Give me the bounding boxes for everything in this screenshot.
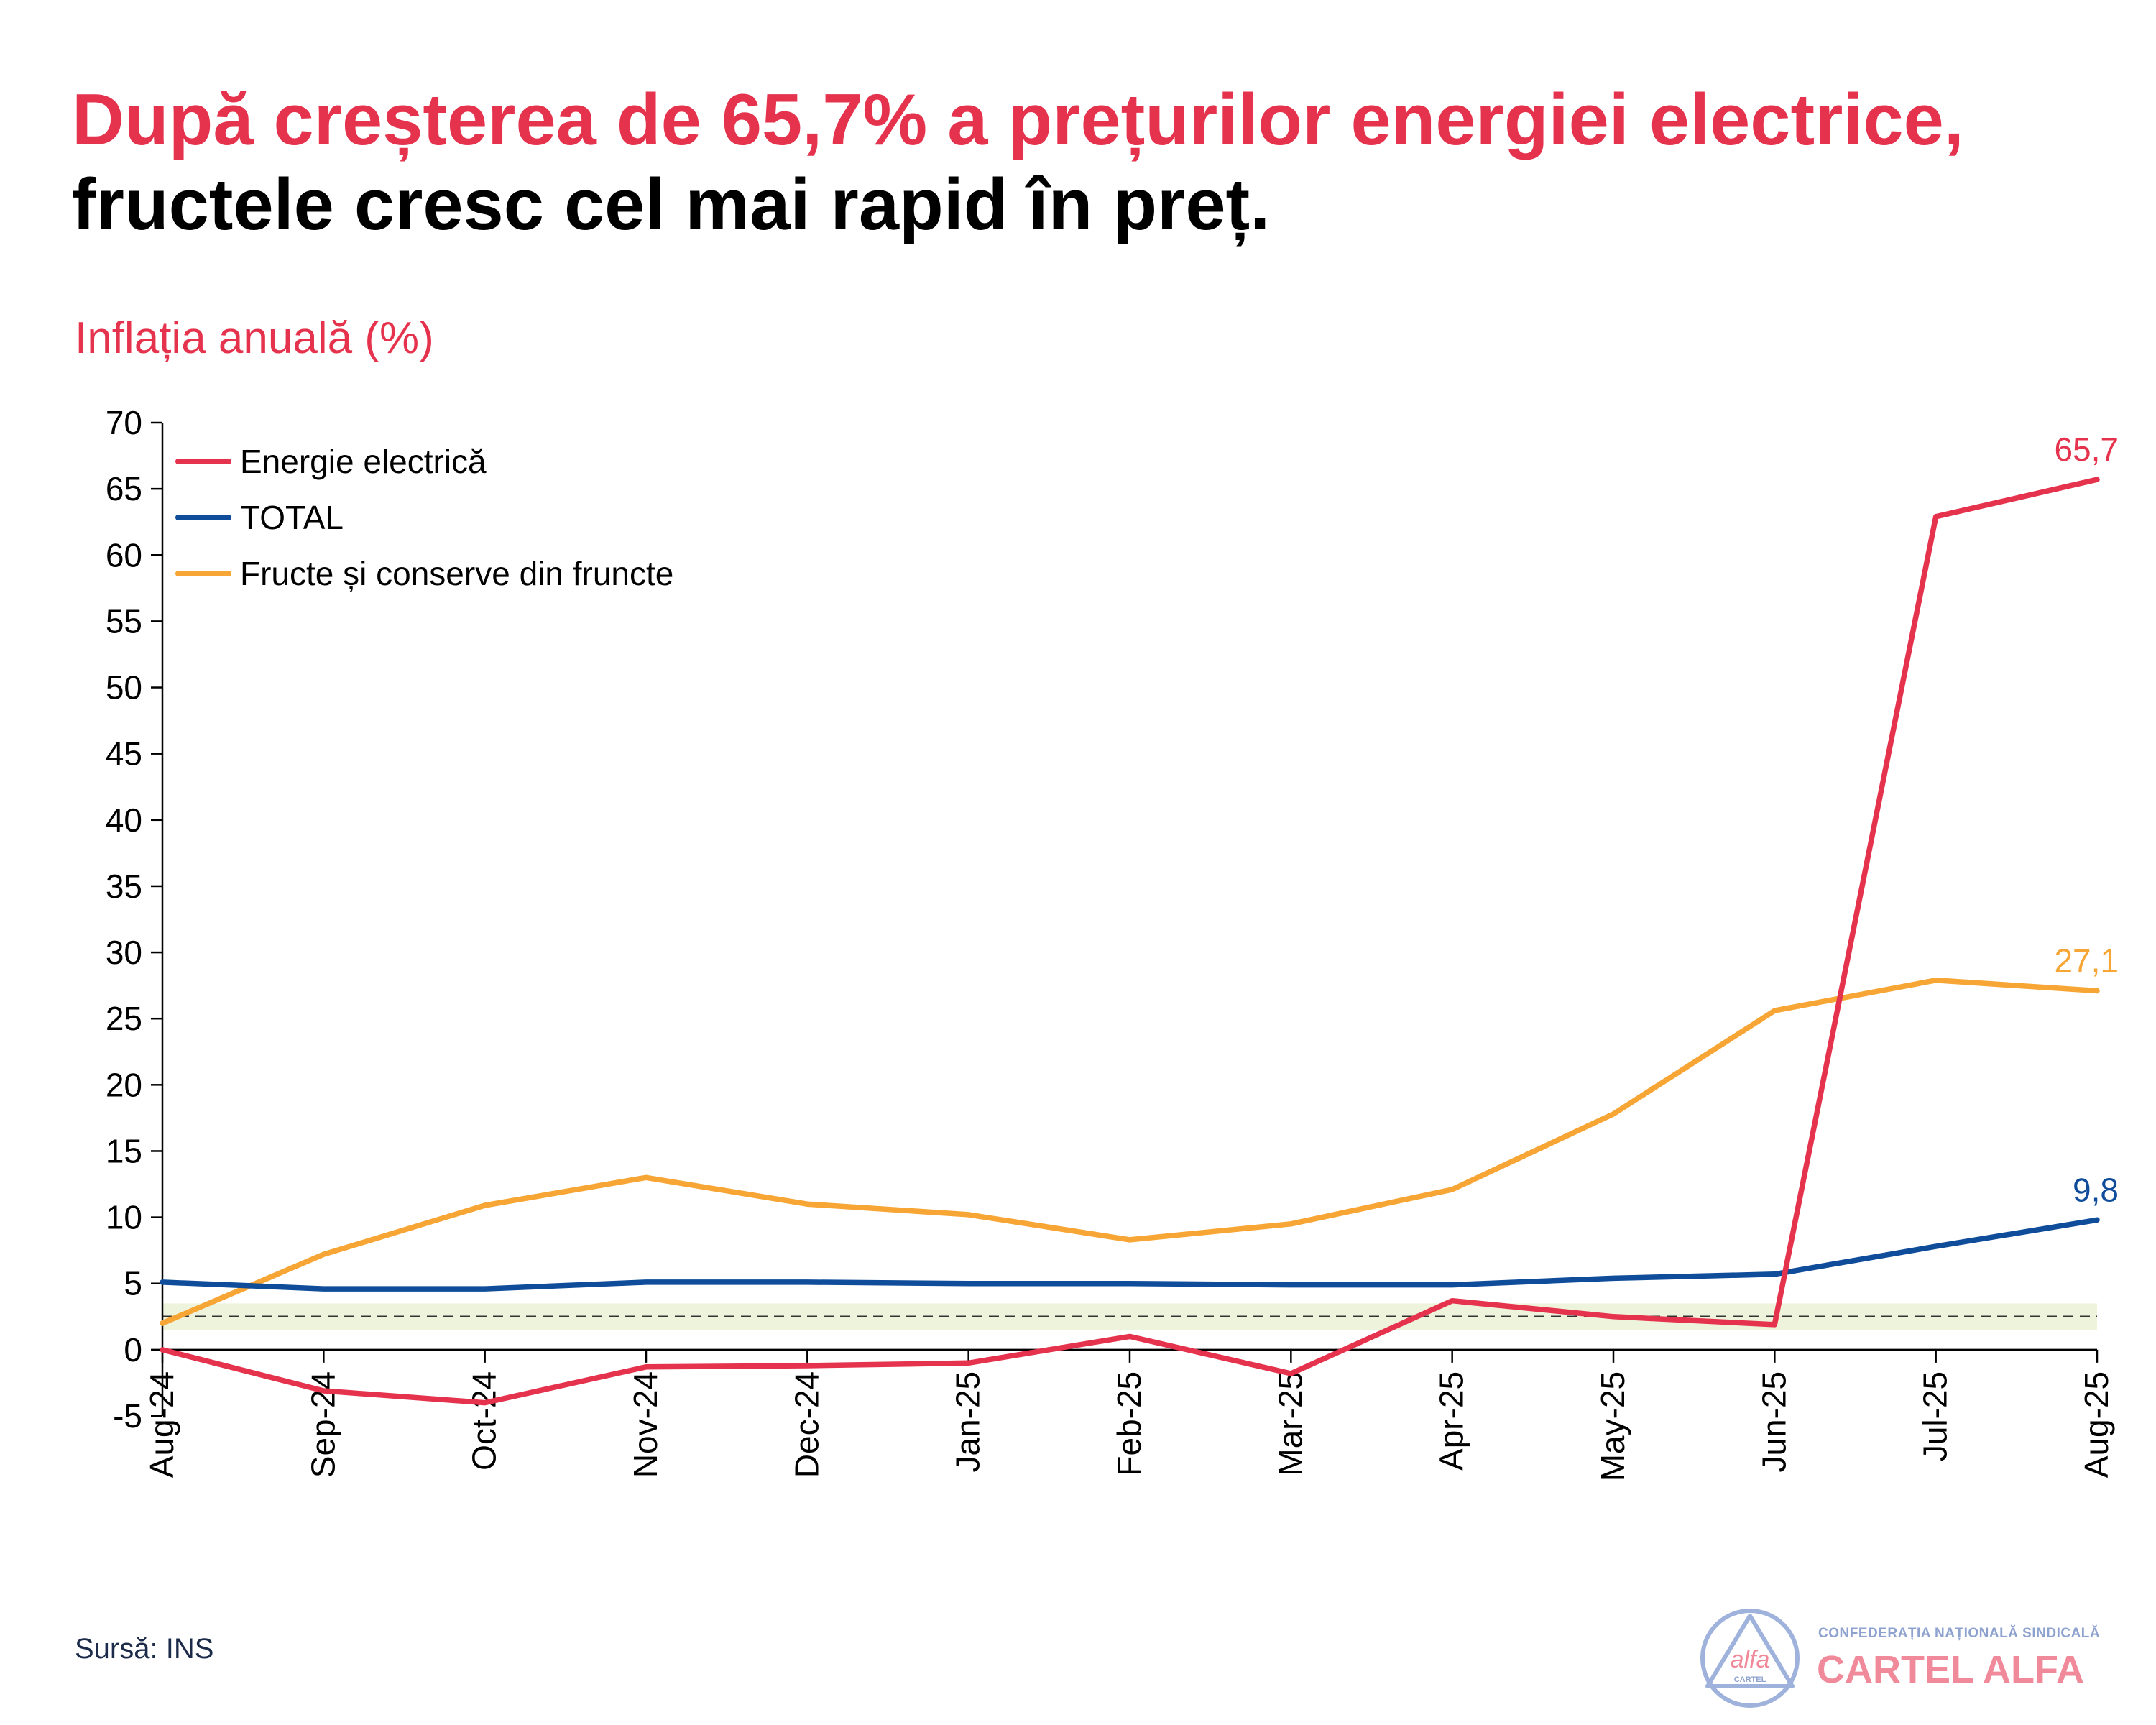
y-tick-label: 55 — [106, 602, 142, 640]
x-tick-label: Aug-25 — [2078, 1371, 2115, 1478]
legend: Energie electrică TOTAL Fructe și conserve… — [175, 443, 673, 592]
y-tick-label: 5 — [124, 1265, 142, 1302]
logo-confederation-text: CONFEDERAȚIA NAȚIONALĂ SINDICALĂ — [1818, 1626, 2101, 1641]
legend-item-label: Fructe și conserve din fruncte — [240, 555, 673, 592]
x-tick-label: Jun-25 — [1755, 1371, 1792, 1473]
x-tick-label: May-25 — [1594, 1371, 1631, 1481]
svg-text:CARTEL: CARTEL — [1734, 1675, 1766, 1684]
x-tick-label: Dec-24 — [788, 1371, 825, 1478]
series-line — [160, 978, 2100, 1326]
y-tick-label: 10 — [106, 1199, 142, 1236]
y-tick-label: 65 — [106, 470, 142, 507]
series-line — [160, 1217, 2100, 1292]
y-tick-label: 0 — [124, 1331, 142, 1368]
x-tick-label: Jul-25 — [1917, 1371, 1954, 1461]
x-tick-label: Aug-24 — [143, 1371, 180, 1478]
title-rest: fructele cresc cel mai rapid în preț. — [72, 165, 1271, 246]
y-tick-label: 35 — [106, 868, 142, 905]
x-tick-label: Mar-25 — [1271, 1371, 1309, 1476]
chart-title: După creșterea de 65,7% a prețurilor ene… — [72, 78, 2099, 247]
y-tick-label: -5 — [113, 1397, 142, 1435]
cartel-alfa-logo: alfa CARTEL CONFEDERAȚIA NAȚIONALĂ SINDI… — [1696, 1604, 2142, 1712]
series-end-label: 27,1 — [2054, 942, 2119, 980]
x-tick-label: Apr-25 — [1433, 1371, 1470, 1471]
series-line — [160, 477, 2100, 1406]
y-axis-title: Inflația anuală (%) — [75, 313, 434, 363]
legend-item-label: TOTAL — [240, 499, 344, 536]
x-tick-label: Jan-25 — [949, 1371, 987, 1473]
y-tick-label: 70 — [106, 404, 142, 441]
series-end-label: 9,8 — [2073, 1171, 2119, 1208]
series-layer — [160, 477, 2100, 1406]
y-tick-label: 45 — [106, 735, 142, 773]
legend-item-label: Energie electrică — [240, 443, 487, 480]
y-tick-label: 50 — [106, 669, 142, 707]
x-tick-label: Oct-24 — [466, 1371, 503, 1471]
alfa-logo-icon: alfa CARTEL — [1700, 1609, 1800, 1708]
y-tick-label: 25 — [106, 1000, 142, 1037]
y-tick-label: 15 — [106, 1132, 142, 1169]
source-note: Sursă: INS — [75, 1633, 214, 1665]
svg-text:alfa: alfa — [1731, 1646, 1770, 1673]
data-labels: 65,7 9,8 27,1 — [2054, 431, 2119, 1208]
x-tick-label: Nov-24 — [627, 1371, 664, 1478]
title-highlight: După creșterea de 65,7% a prețurilor ene… — [72, 80, 1964, 160]
y-tick-label: 60 — [106, 536, 142, 574]
series-end-label: 65,7 — [2054, 431, 2119, 468]
y-tick-label: 20 — [106, 1066, 142, 1103]
x-tick-label: Feb-25 — [1110, 1371, 1148, 1476]
y-tick-label: 30 — [106, 934, 142, 971]
y-tick-label: 40 — [106, 801, 142, 839]
logo-brand-text: CARTEL ALFA — [1817, 1648, 2084, 1691]
